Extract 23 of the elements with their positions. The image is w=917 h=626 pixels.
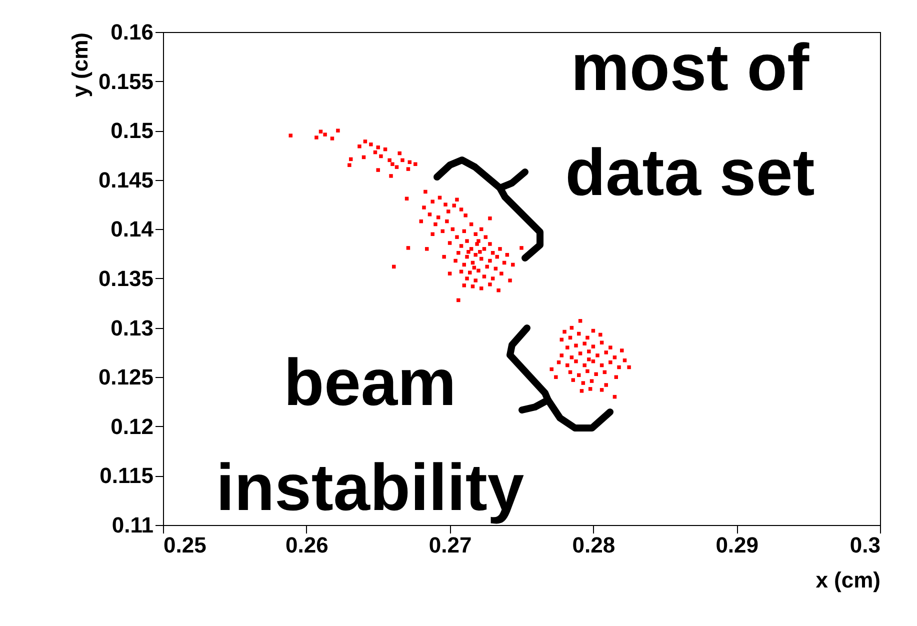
y-axis-title: y (cm) — [67, 32, 92, 98]
x-tick-label: 0.25 — [164, 532, 206, 558]
annotation: most of — [570, 30, 810, 104]
x-axis-title: x (cm) — [816, 568, 880, 592]
x-tick-label: 0.28 — [572, 532, 616, 558]
x-tick-label: 0.27 — [428, 532, 472, 558]
y-tick-label: 0.145 — [98, 167, 154, 192]
y-tick-label: 0.15 — [110, 118, 154, 144]
x-tick-label: 0.29 — [716, 532, 759, 558]
annotation: beam — [284, 345, 456, 419]
annotation: data set — [565, 135, 815, 209]
y-tick-label: 0.16 — [110, 20, 154, 44]
y-tick-label: 0.11 — [112, 512, 154, 538]
y-tick-label: 0.14 — [110, 216, 154, 242]
y-tick-label: 0.13 — [110, 315, 154, 340]
annotation: instability — [216, 450, 524, 524]
y-tick-label: 0.155 — [98, 68, 154, 94]
y-tick-label: 0.12 — [110, 414, 154, 439]
y-tick-label: 0.115 — [100, 463, 154, 488]
y-tick-label: 0.125 — [98, 364, 154, 390]
x-tick-label: 0.26 — [285, 532, 328, 558]
x-tick-label: 0.3 — [850, 532, 880, 558]
y-tick-label: 0.135 — [98, 266, 154, 291]
